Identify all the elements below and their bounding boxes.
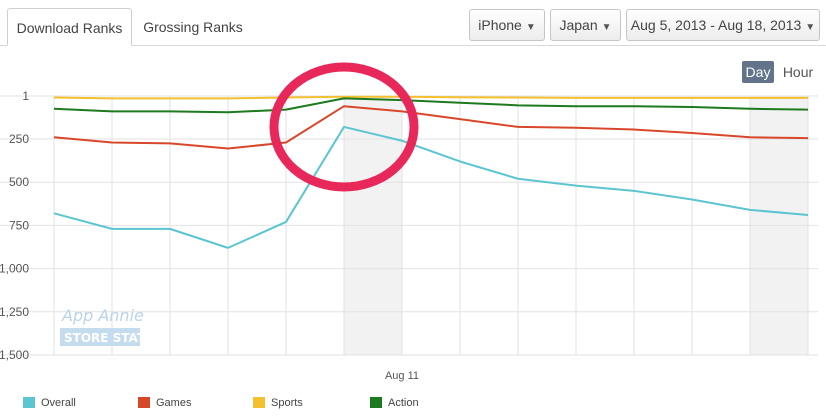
y-tick-label: 750 (9, 218, 29, 232)
y-tick-label: 1,500 (0, 348, 29, 362)
device-dropdown[interactable]: iPhone ▼ (469, 9, 545, 41)
rank-tabs: Download Ranks Grossing Ranks (0, 0, 826, 46)
granularity-hour-button[interactable]: Hour (782, 64, 814, 80)
legend-swatch-sports (253, 397, 265, 408)
tab-underline (0, 45, 826, 46)
chart-legend: Overall Games Sports Action (23, 397, 419, 409)
y-tick-label: 250 (9, 132, 29, 146)
country-dropdown[interactable]: Japan ▼ (550, 9, 621, 41)
watermark-line1: App Annie (61, 306, 144, 325)
legend-label-sports: Sports (271, 397, 303, 409)
chevron-down-icon: ▼ (805, 22, 816, 33)
legend-label-action: Action (388, 397, 419, 409)
y-tick-label: 1 (22, 89, 29, 103)
x-tick-label: Aug 11 (385, 370, 419, 382)
chevron-down-icon: ▼ (525, 22, 536, 33)
series-line-overall (53, 125, 809, 249)
watermark-line2: STORE STATS (64, 331, 154, 345)
y-tick-label: 500 (9, 175, 29, 189)
chart-grid (0, 95, 818, 356)
series-line-sports (53, 95, 808, 100)
device-dropdown-label: iPhone (478, 17, 522, 33)
x-axis-ticks: Aug 11 (385, 370, 419, 382)
y-tick-label: 1,000 (0, 262, 29, 276)
y-tick-label: 1,250 (0, 305, 29, 319)
legend-swatch-action (370, 397, 382, 408)
y-axis-ticks: 1 250 500 750 1,000 1,250 1,500 (0, 89, 29, 362)
legend-label-games: Games (156, 397, 192, 409)
chevron-down-icon: ▼ (601, 22, 612, 33)
app-annie-watermark: App Annie STORE STATS (60, 306, 154, 346)
granularity-day-button[interactable]: Day (742, 61, 774, 83)
highlight-circle-annotation (269, 62, 419, 192)
date-range-label: Aug 5, 2013 - Aug 18, 2013 (630, 17, 802, 33)
legend-swatch-overall (23, 397, 35, 408)
country-dropdown-label: Japan (559, 17, 598, 33)
series-line-action (53, 97, 809, 114)
date-range-dropdown[interactable]: Aug 5, 2013 - Aug 18, 2013 ▼ (626, 9, 820, 41)
watermark-box (60, 328, 140, 346)
legend-label-overall: Overall (41, 397, 76, 409)
chart-series (53, 95, 809, 249)
tab-grossing-ranks[interactable]: Grossing Ranks (143, 19, 243, 35)
legend-swatch-games (138, 397, 150, 408)
tab-download-ranks[interactable]: Download Ranks (7, 8, 132, 46)
series-line-games (53, 105, 809, 150)
